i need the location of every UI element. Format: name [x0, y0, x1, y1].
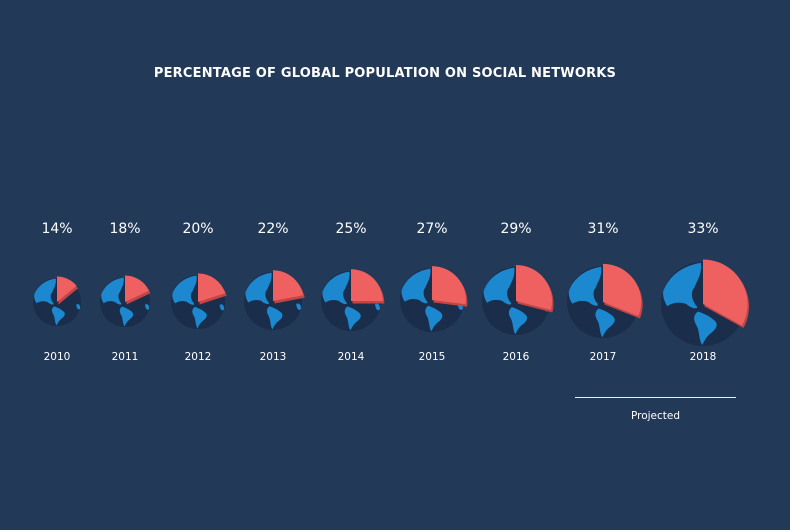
projected-label: Projected — [630, 410, 681, 422]
globe-land — [192, 306, 207, 329]
value-label-2018: 33% — [687, 221, 718, 237]
globe-land — [401, 268, 431, 304]
globe-land — [245, 272, 272, 305]
globe-pie-2011 — [100, 275, 151, 327]
globe-pie-2012 — [171, 273, 227, 329]
globe-land — [663, 262, 702, 309]
slice-2016 — [516, 264, 553, 310]
slice-2015 — [432, 266, 466, 305]
value-label-2013: 22% — [257, 221, 288, 237]
globe-land — [34, 278, 56, 305]
globe-pie-2016 — [482, 264, 554, 335]
value-label-2017: 31% — [587, 221, 618, 237]
value-label-2012: 20% — [182, 221, 213, 237]
year-label-2018: 2018 — [690, 351, 717, 363]
globe-land — [322, 271, 350, 305]
globe-land — [119, 306, 134, 327]
slice-2014 — [351, 269, 383, 301]
year-label-2015: 2015 — [419, 351, 446, 363]
globe-land — [483, 267, 515, 305]
globe-land — [145, 304, 150, 310]
globe-land — [425, 305, 443, 332]
globe-pie-2017 — [567, 263, 643, 338]
globe-land — [296, 303, 301, 310]
value-label-2014: 25% — [335, 221, 366, 237]
year-label-2017: 2017 — [590, 351, 617, 363]
year-label-2013: 2013 — [260, 351, 287, 363]
globe-land — [508, 307, 528, 335]
slice-2018 — [703, 259, 748, 326]
globe-pie-2015 — [400, 266, 468, 332]
value-label-2010: 14% — [41, 221, 72, 237]
globe-pie-2018 — [661, 259, 750, 346]
globe-land — [568, 266, 602, 306]
year-label-2012: 2012 — [185, 351, 212, 363]
globe-land — [694, 311, 717, 346]
globe-pie-2014 — [321, 269, 385, 331]
globe-land — [51, 306, 65, 326]
globe-pie-2013 — [244, 270, 305, 330]
globe-land — [344, 306, 361, 331]
year-label-2010: 2010 — [44, 351, 71, 363]
slice-2011 — [125, 275, 149, 302]
value-label-2015: 27% — [416, 221, 447, 237]
year-label-2011: 2011 — [112, 351, 139, 363]
slice-2012 — [198, 273, 226, 302]
globe-land — [76, 304, 81, 310]
slice-2013 — [273, 270, 304, 301]
year-label-2016: 2016 — [503, 351, 530, 363]
globe-land — [172, 275, 197, 305]
globe-land — [266, 306, 283, 330]
globe-land — [101, 277, 124, 305]
projected-bracket-line — [575, 397, 736, 398]
globe-land — [595, 308, 615, 338]
globe-land — [375, 303, 380, 311]
year-label-2014: 2014 — [338, 351, 365, 363]
globe-pie-2010 — [33, 276, 81, 326]
chart-title: PERCENTAGE OF GLOBAL POPULATION ON SOCIA… — [153, 66, 617, 81]
value-label-2011: 18% — [109, 221, 140, 237]
slice-2017 — [603, 263, 642, 317]
slice-2010 — [57, 276, 77, 302]
globe-land — [219, 304, 225, 311]
value-label-2016: 29% — [500, 221, 531, 237]
